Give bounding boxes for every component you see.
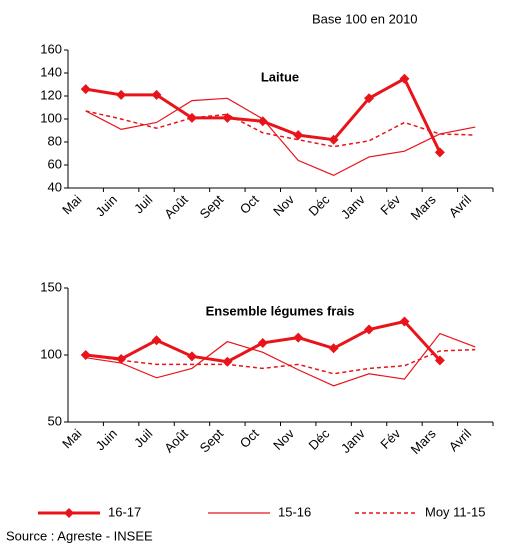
source: Source : Agreste - INSEE xyxy=(6,528,153,543)
note: Base 100 en 2010 xyxy=(312,11,418,26)
y-tick-label: 50 xyxy=(48,413,62,428)
y-tick-label: 150 xyxy=(40,279,62,294)
x-tick-label: Mars xyxy=(408,426,439,457)
legend-marker xyxy=(64,508,74,518)
series-line xyxy=(85,332,476,387)
point xyxy=(434,147,445,158)
point xyxy=(399,73,410,84)
x-tick-label: Janv xyxy=(338,426,368,456)
point xyxy=(364,93,375,104)
y-tick-label: 100 xyxy=(40,346,62,361)
legend-label: Moy 11-15 xyxy=(425,504,485,519)
point xyxy=(293,130,304,141)
point xyxy=(434,355,445,366)
x-tick-label: Juin xyxy=(92,426,119,453)
point xyxy=(186,112,197,123)
x-tick-label: Juin xyxy=(92,192,119,219)
x-tick-label: Déc xyxy=(306,426,333,453)
x-tick-label: Fév xyxy=(377,192,403,218)
point xyxy=(222,356,233,367)
x-tick-label: Mars xyxy=(408,192,439,223)
x-tick-label: Nov xyxy=(270,426,297,453)
x-tick-label: Juil xyxy=(131,426,155,450)
x-tick-label: Août xyxy=(161,426,191,456)
y-tick-label: 100 xyxy=(40,110,62,125)
series-line xyxy=(85,76,442,154)
x-tick-label: Sept xyxy=(197,426,227,456)
point xyxy=(116,354,127,365)
point xyxy=(80,84,91,95)
x-tick-label: Nov xyxy=(270,192,297,219)
x-tick-label: Mai xyxy=(59,426,84,451)
series-line xyxy=(85,97,476,177)
x-tick-label: Avril xyxy=(446,192,474,220)
y-tick-label: 40 xyxy=(48,179,62,194)
y-tick-label: 140 xyxy=(40,64,62,79)
series-line xyxy=(85,348,476,375)
chart-title: Laitue xyxy=(261,69,299,84)
x-tick-label: Juil xyxy=(131,192,155,216)
x-tick-label: Janv xyxy=(338,192,368,222)
series-line xyxy=(85,110,476,148)
chart-title: Ensemble légumes frais xyxy=(206,303,355,318)
legend-label: 15-16 xyxy=(278,504,311,519)
point xyxy=(116,89,127,100)
y-tick-label: 80 xyxy=(48,133,62,148)
x-tick-label: Oct xyxy=(237,192,262,217)
point xyxy=(293,332,304,343)
point xyxy=(328,134,339,145)
point xyxy=(328,343,339,354)
y-tick-label: 60 xyxy=(48,156,62,171)
y-tick-label: 160 xyxy=(40,41,62,56)
point xyxy=(364,324,375,335)
legend-label: 16-17 xyxy=(108,504,141,519)
x-tick-label: Déc xyxy=(306,192,333,219)
x-tick-label: Sept xyxy=(197,192,227,222)
x-tick-label: Fév xyxy=(377,426,403,452)
x-tick-label: Août xyxy=(161,192,191,222)
point xyxy=(257,116,268,127)
point xyxy=(151,89,162,100)
point xyxy=(151,335,162,346)
x-tick-label: Mai xyxy=(59,192,84,217)
point xyxy=(186,351,197,362)
x-tick-label: Oct xyxy=(237,426,262,451)
point xyxy=(399,316,410,327)
point xyxy=(257,337,268,348)
x-tick-label: Avril xyxy=(446,426,474,454)
y-tick-label: 120 xyxy=(40,87,62,102)
